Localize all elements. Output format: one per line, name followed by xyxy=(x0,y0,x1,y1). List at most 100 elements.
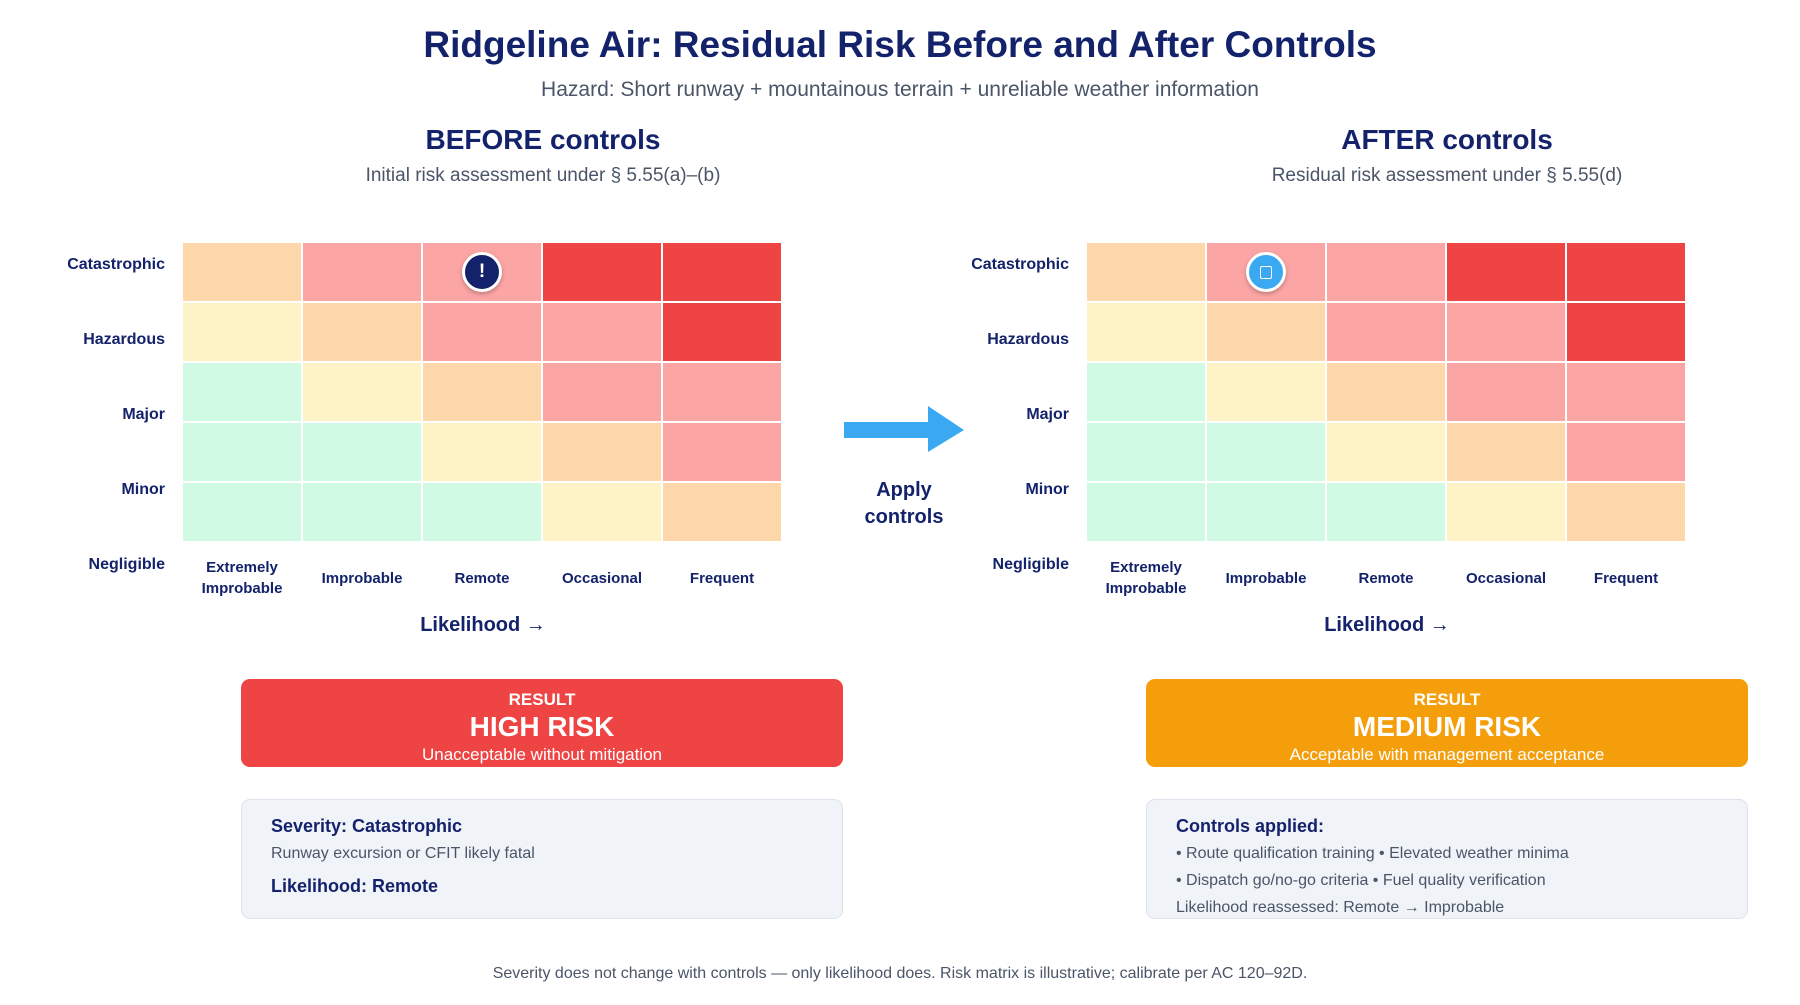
after-matrix-cell xyxy=(1446,242,1566,302)
after-matrix-cell xyxy=(1086,482,1206,542)
after-matrix-cell xyxy=(1086,242,1206,302)
before-matrix-cell xyxy=(182,482,302,542)
after-matrix-cell xyxy=(1446,482,1566,542)
after-matrix-cell xyxy=(1086,302,1206,362)
before-matrix-cell xyxy=(422,362,542,422)
after-likelihood-label-line: Improbable xyxy=(1105,580,1187,597)
before-severity-label-major: Major xyxy=(122,406,165,423)
after-matrix-cell xyxy=(1206,302,1326,362)
shield-outline xyxy=(1260,265,1272,279)
before-likelihood-label: Frequent xyxy=(662,568,782,589)
after-matrix-cell xyxy=(1566,422,1686,482)
after-controls-heading: Controls applied: xyxy=(1176,816,1324,836)
before-likelihood-label-line: Occasional xyxy=(561,570,643,587)
before-severity-label-hazardous: Hazardous xyxy=(83,331,165,348)
after-matrix-cell xyxy=(1326,242,1446,302)
before-matrix-cell xyxy=(542,302,662,362)
before-matrix-cell xyxy=(542,422,662,482)
after-matrix-cell xyxy=(1326,482,1446,542)
arrow-head xyxy=(928,406,964,452)
page-subtitle: Hazard: Short runway + mountainous terra… xyxy=(541,78,1259,101)
before-subheading: Initial risk assessment under § 5.55(a)–… xyxy=(365,165,721,186)
after-heading: AFTER controls xyxy=(1341,124,1553,155)
before-risk-matrix: ! xyxy=(182,242,782,542)
arrow-shaft xyxy=(844,422,928,438)
before-matrix-cell xyxy=(182,362,302,422)
after-severity-label-major: Major xyxy=(1026,406,1069,423)
after-likelihood-label-line: Frequent xyxy=(1593,570,1659,587)
before-matrix-cell xyxy=(302,362,422,422)
before-matrix-cell xyxy=(662,482,782,542)
before-likelihood-label: Occasional xyxy=(542,568,662,589)
before-likelihood-line: Likelihood: Remote xyxy=(271,876,439,896)
after-matrix-cell xyxy=(1566,482,1686,542)
before-matrix-cell xyxy=(422,422,542,482)
before-info-box: Severity: Catastrophic Runway excursion … xyxy=(241,799,843,919)
apply-controls-line-2: controls xyxy=(864,506,944,528)
apply-controls-label: Apply controls xyxy=(844,477,964,531)
before-likelihood-label-line: Extremely xyxy=(206,559,278,576)
before-result-label: RESULT xyxy=(508,690,576,709)
before-severity-label-negligible: Negligible xyxy=(88,556,165,573)
before-matrix-cell xyxy=(302,302,422,362)
after-matrix-cell xyxy=(1566,242,1686,302)
before-likelihood-label: Remote xyxy=(422,568,542,589)
exclamation-icon: ! xyxy=(462,252,502,292)
before-matrix-cell xyxy=(182,302,302,362)
after-likelihood-label: Extremely Improbable xyxy=(1086,557,1206,599)
before-likelihood-label: Extremely Improbable xyxy=(182,557,302,599)
after-result-level: MEDIUM RISK xyxy=(1352,711,1542,742)
after-matrix-cell xyxy=(1326,302,1446,362)
before-matrix-cell xyxy=(182,242,302,302)
after-severity-label-minor: Minor xyxy=(1025,481,1069,498)
after-controls-line-1: • Route qualification training • Elevate… xyxy=(1176,845,1569,862)
before-likelihood-label-line: Frequent xyxy=(689,570,755,587)
before-likelihood-axis-label: Likelihood → xyxy=(420,614,546,636)
after-matrix-cell xyxy=(1446,362,1566,422)
before-likelihood-label-line: Improbable xyxy=(201,580,283,597)
before-severity-line: Severity: Catastrophic xyxy=(271,816,463,836)
after-matrix-cell xyxy=(1206,482,1326,542)
after-matrix-cell xyxy=(1086,362,1206,422)
apply-controls-arrow-icon xyxy=(844,406,964,452)
after-likelihood-label: Frequent xyxy=(1566,568,1686,589)
after-matrix-cell xyxy=(1446,422,1566,482)
before-likelihood-label-line: Improbable xyxy=(321,570,403,587)
after-likelihood-label-line: Remote xyxy=(1358,570,1414,587)
before-matrix-cell xyxy=(542,362,662,422)
after-likelihood-label: Improbable xyxy=(1206,568,1326,589)
before-matrix-cell xyxy=(302,242,422,302)
apply-controls-line-1: Apply xyxy=(876,479,932,501)
after-controls-line-2: • Dispatch go/no-go criteria • Fuel qual… xyxy=(1176,872,1546,889)
after-likelihood-reassessed: Likelihood reassessed: Remote → Improbab… xyxy=(1176,899,1505,916)
before-severity-label-minor: Minor xyxy=(121,481,165,498)
after-result-note: Acceptable with management acceptance xyxy=(1289,745,1605,764)
before-matrix-cell xyxy=(302,422,422,482)
after-result-label: RESULT xyxy=(1413,690,1481,709)
before-likelihood-label-line: Remote xyxy=(454,570,510,587)
after-matrix-cell xyxy=(1566,362,1686,422)
after-matrix-cell xyxy=(1446,302,1566,362)
before-matrix-cell xyxy=(302,482,422,542)
before-matrix-cell xyxy=(182,422,302,482)
before-heading: BEFORE controls xyxy=(425,124,661,155)
before-matrix-cell xyxy=(662,302,782,362)
after-severity-label-hazardous: Hazardous xyxy=(987,331,1069,348)
before-severity-label-catastrophic: Catastrophic xyxy=(67,256,165,273)
before-matrix-cell xyxy=(662,362,782,422)
after-likelihood-label-line: Occasional xyxy=(1465,570,1547,587)
after-matrix-cell xyxy=(1086,422,1206,482)
before-result-note: Unacceptable without mitigation xyxy=(421,745,663,764)
before-matrix-cell: ! xyxy=(422,242,542,302)
before-severity-note: Runway excursion or CFIT likely fatal xyxy=(271,845,535,862)
after-severity-label-negligible: Negligible xyxy=(992,556,1069,573)
after-matrix-cell xyxy=(1566,302,1686,362)
after-matrix-cell xyxy=(1206,422,1326,482)
after-likelihood-label: Occasional xyxy=(1446,568,1566,589)
before-matrix-cell xyxy=(662,422,782,482)
after-info-box: Controls applied: • Route qualification … xyxy=(1146,799,1748,919)
after-likelihood-label-line: Improbable xyxy=(1225,570,1307,587)
shield-icon xyxy=(1246,252,1286,292)
before-result-level: HIGH RISK xyxy=(469,711,615,742)
after-matrix-cell xyxy=(1206,242,1326,302)
